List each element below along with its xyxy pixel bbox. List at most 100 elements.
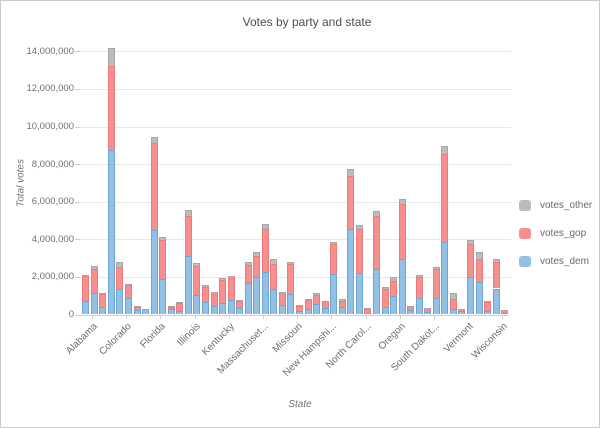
bar-segment-votes_gop-Nevada[interactable] — [313, 294, 321, 305]
bar-segment-votes_dem-California[interactable] — [107, 149, 115, 315]
bar-segment-votes_dem-Michigan[interactable] — [261, 271, 269, 315]
bar-segment-votes_gop-Montana[interactable] — [296, 305, 304, 312]
bar-segment-votes_gop-Utah[interactable] — [449, 298, 457, 309]
bar-segment-votes_dem-West Virginia[interactable] — [484, 310, 492, 315]
bar-segment-votes_gop-Idaho[interactable] — [176, 303, 184, 311]
bar-segment-votes_dem-Indiana[interactable] — [193, 295, 201, 315]
bar-segment-votes_gop-Vermont[interactable] — [458, 309, 466, 312]
bar-segment-votes_other-Maryland[interactable] — [244, 262, 252, 266]
bar-segment-votes_gop-Mississippi[interactable] — [278, 292, 286, 306]
bar-segment-votes_other-Rhode Island[interactable] — [407, 305, 415, 307]
bar-segment-votes_other-Montana[interactable] — [296, 305, 304, 307]
bar-segment-votes_other-Wisconsin[interactable] — [492, 258, 500, 263]
bar-segment-votes_gop-New Hampshire[interactable] — [321, 301, 329, 308]
bar-segment-votes_gop-Florida[interactable] — [150, 142, 158, 230]
bar-segment-votes_dem-Maryland[interactable] — [244, 282, 252, 315]
bar-segment-votes_gop-Oklahoma[interactable] — [381, 288, 389, 307]
bar-segment-votes_gop-Kansas[interactable] — [210, 293, 218, 307]
bar-segment-votes_dem-Washington[interactable] — [475, 281, 483, 315]
bar-segment-votes_gop-Michigan[interactable] — [261, 228, 269, 272]
bar-segment-votes_dem-Massachusetts[interactable] — [253, 276, 261, 315]
bar-segment-votes_dem-New Hampshire[interactable] — [321, 307, 329, 315]
bar-segment-votes_other-North Carolina[interactable] — [355, 225, 363, 229]
bar-segment-votes_other-Vermont[interactable] — [458, 308, 466, 310]
bar-segment-votes_other-Washington[interactable] — [475, 252, 483, 259]
bar-segment-votes_other-Oklahoma[interactable] — [381, 287, 389, 289]
bar-segment-votes_gop-Illinois[interactable] — [184, 216, 192, 257]
bar-segment-votes_dem-Maine[interactable] — [236, 307, 244, 315]
bar-segment-votes_gop-Missouri[interactable] — [287, 264, 295, 295]
bar-segment-votes_other-South Carolina[interactable] — [415, 274, 423, 277]
bar-segment-votes_other-Arizona[interactable] — [90, 266, 98, 270]
bar-segment-votes_dem-Delaware[interactable] — [133, 310, 141, 315]
bar-segment-votes_dem-New Jersey[interactable] — [330, 274, 338, 315]
bar-segment-votes_dem-Connecticut[interactable] — [125, 297, 133, 315]
bar-segment-votes_dem-Kansas[interactable] — [210, 306, 218, 315]
bar-segment-votes_other-Mississippi[interactable] — [278, 291, 286, 293]
bar-segment-votes_dem-Utah[interactable] — [449, 308, 457, 315]
bar-segment-votes_dem-Montana[interactable] — [296, 311, 304, 315]
bar-segment-votes_other-North Dakota[interactable] — [364, 308, 372, 310]
bar-segment-votes_dem-South Carolina[interactable] — [415, 298, 423, 315]
bar-segment-votes_gop-Iowa[interactable] — [201, 287, 209, 303]
bar-segment-votes_dem-Tennessee[interactable] — [432, 298, 440, 315]
bar-segment-votes_other-Arkansas[interactable] — [99, 293, 107, 295]
bar-segment-votes_gop-California[interactable] — [107, 65, 115, 150]
bar-segment-votes_dem-Hawaii[interactable] — [167, 309, 175, 315]
bar-segment-votes_other-Illinois[interactable] — [184, 210, 192, 217]
bar-segment-votes_other-Michigan[interactable] — [261, 224, 269, 229]
bar-segment-votes_gop-North Dakota[interactable] — [364, 308, 372, 313]
bar-segment-votes_gop-Texas[interactable] — [441, 153, 449, 242]
bar-segment-votes_dem-Ohio[interactable] — [372, 269, 380, 315]
bar-segment-votes_other-Hawaii[interactable] — [167, 306, 175, 308]
bar-segment-votes_other-Florida[interactable] — [150, 137, 158, 143]
bar-segment-votes_gop-Wisconsin[interactable] — [492, 262, 500, 289]
bar-segment-votes_other-Ohio[interactable] — [372, 211, 380, 217]
bar-segment-votes_other-Oregon[interactable] — [390, 276, 398, 281]
bar-segment-votes_other-Alabama[interactable] — [82, 274, 90, 276]
bar-segment-votes_gop-Maryland[interactable] — [244, 265, 252, 283]
bar-segment-votes_gop-Kentucky[interactable] — [219, 280, 227, 303]
bar-segment-votes_other-Tennessee[interactable] — [432, 267, 440, 270]
bar-segment-votes_other-New Hampshire[interactable] — [321, 300, 329, 302]
bar-segment-votes_dem-Kentucky[interactable] — [219, 302, 227, 315]
bar-segment-votes_other-Connecticut[interactable] — [125, 283, 133, 285]
bar-segment-votes_gop-Connecticut[interactable] — [125, 284, 133, 298]
bar-segment-votes_other-California[interactable] — [107, 47, 115, 66]
bar-segment-votes_dem-South Dakota[interactable] — [424, 312, 432, 315]
bar-segment-votes_other-New York[interactable] — [347, 169, 355, 176]
bar-segment-votes_dem-Wisconsin[interactable] — [492, 288, 500, 315]
bar-segment-votes_other-Massachusetts[interactable] — [253, 251, 261, 257]
bar-segment-votes_gop-Georgia[interactable] — [159, 239, 167, 280]
bar-segment-votes_other-South Dakota[interactable] — [424, 307, 432, 309]
bar-segment-votes_other-Texas[interactable] — [441, 145, 449, 154]
bar-segment-votes_other-Kansas[interactable] — [210, 292, 218, 294]
bar-segment-votes_other-Indiana[interactable] — [193, 263, 201, 266]
bar-segment-votes_dem-Georgia[interactable] — [159, 279, 167, 315]
bar-segment-votes_gop-Nebraska[interactable] — [304, 299, 312, 310]
bar-segment-votes_gop-Washington[interactable] — [475, 258, 483, 282]
bar-segment-votes_gop-Wyoming[interactable] — [501, 310, 509, 314]
bar-segment-votes_other-Virginia[interactable] — [467, 239, 475, 244]
bar-segment-votes_dem-Arizona[interactable] — [90, 292, 98, 315]
bar-segment-votes_gop-Alabama[interactable] — [82, 276, 90, 301]
bar-segment-votes_dem-Nevada[interactable] — [313, 304, 321, 315]
bar-segment-votes_dem-North Dakota[interactable] — [364, 312, 372, 315]
bar-segment-votes_gop-New Mexico[interactable] — [338, 301, 346, 308]
bar-segment-votes_dem-Oklahoma[interactable] — [381, 306, 389, 315]
bar-segment-votes_dem-Missouri[interactable] — [287, 294, 295, 315]
bar-segment-votes_other-Wyoming[interactable] — [501, 309, 509, 311]
bar-segment-votes_dem-Colorado[interactable] — [116, 289, 124, 315]
bar-segment-votes_dem-Rhode Island[interactable] — [407, 309, 415, 315]
bar-segment-votes_dem-North Carolina[interactable] — [355, 273, 363, 315]
legend-item-votes_gop[interactable]: votes_gop — [519, 226, 599, 240]
bar-segment-votes_gop-Virginia[interactable] — [467, 243, 475, 278]
bar-segment-votes_gop-New York[interactable] — [347, 175, 355, 229]
bar-segment-votes_gop-New Jersey[interactable] — [330, 243, 338, 275]
bar-segment-votes_other-Missouri[interactable] — [287, 261, 295, 265]
bar-segment-votes_other-Minnesota[interactable] — [270, 259, 278, 264]
bar-segment-votes_other-Utah[interactable] — [449, 293, 457, 299]
bar-segment-votes_gop-Louisiana[interactable] — [227, 277, 235, 300]
bar-segment-votes_other-Iowa[interactable] — [201, 285, 209, 288]
bar-segment-votes_dem-Mississippi[interactable] — [278, 305, 286, 315]
